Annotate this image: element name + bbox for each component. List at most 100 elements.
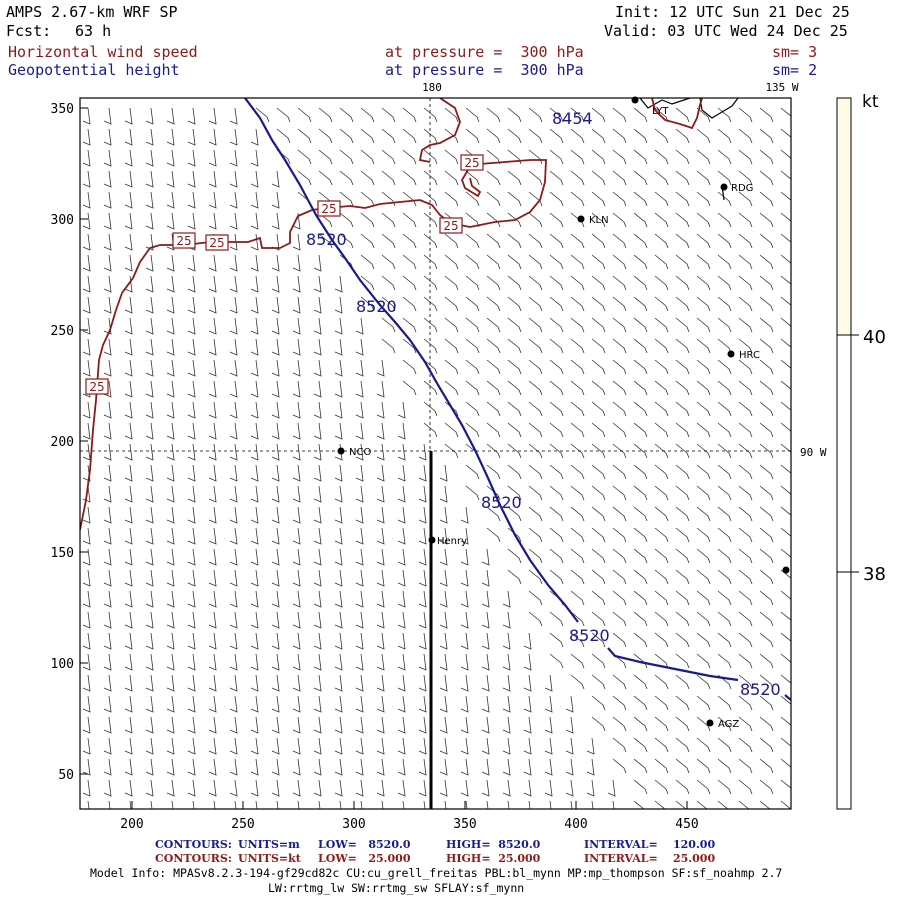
wind-barb-icon: [528, 443, 543, 459]
wind-barb-icon: [481, 632, 490, 650]
wind-barb-icon: [166, 107, 175, 125]
wind-barb-icon: [103, 149, 112, 167]
y-tick-label: 200: [51, 435, 74, 450]
wind-barb-icon: [208, 485, 217, 503]
wind-barb-icon: [612, 317, 627, 333]
wind-barb-icon: [376, 653, 385, 671]
wind-barb-icon: [717, 422, 732, 438]
wind-barb-icon: [439, 611, 448, 629]
wind-barb-icon: [549, 191, 564, 207]
wind-barb-icon: [318, 128, 333, 144]
wind-barb-icon: [780, 338, 791, 348]
wind-barb-icon: [696, 716, 711, 732]
wind-barb-icon: [612, 695, 627, 711]
wind-barb-icon: [229, 254, 238, 272]
wind-barb-icon: [313, 548, 322, 566]
wind-barb-icon: [229, 170, 238, 188]
station-henry: Henry: [428, 536, 467, 547]
wind-barb-icon: [696, 695, 711, 711]
lon-label-180: 180: [422, 81, 442, 94]
wind-barb-icon: [549, 800, 552, 809]
wind-barb-icon: [229, 611, 238, 629]
wind-barb-icon: [759, 317, 774, 333]
wind-barb-icon: [675, 800, 687, 809]
wind-barb-icon: [675, 380, 690, 396]
footer-low-2: LOW= 25.000: [318, 852, 411, 865]
wind-barb-icon: [570, 296, 585, 312]
wind-barb-icon: [103, 128, 112, 146]
wind-barb-icon: [633, 191, 648, 207]
wind-barb-icon: [292, 422, 301, 440]
wind-barb-icon: [738, 758, 753, 774]
wind-barb-icon: [103, 695, 112, 713]
wind-barb-icon: [591, 800, 594, 809]
wind-barb-icon: [397, 422, 406, 440]
wind-barb-icon: [759, 443, 774, 459]
wind-barb-icon: [570, 674, 585, 690]
colorbar-label: 38: [863, 564, 886, 585]
wind-barb-icon: [187, 611, 196, 629]
wind-barb-icon: [124, 464, 133, 482]
wind-barb-icon: [292, 443, 301, 461]
wind-barb-icon: [528, 170, 543, 186]
wind-barb-icon: [633, 506, 648, 522]
wind-barb-icon: [675, 443, 690, 459]
wind-barb-icon: [549, 275, 564, 291]
wind-barb-icon: [124, 737, 133, 755]
wind-barb-icon: [528, 254, 543, 270]
wind-barb-icon: [591, 653, 606, 669]
wind-barb-icon: [549, 212, 564, 228]
wind-barb-icon: [759, 422, 774, 438]
wind-barb-icon: [313, 443, 322, 461]
wind-barb-icon: [292, 695, 301, 713]
wind-barb-icon: [486, 485, 501, 501]
wind-barb-icon: [528, 464, 543, 480]
wind-barb-icon: [355, 401, 364, 419]
wind-barb-icon: [229, 758, 238, 776]
footer-low-1: LOW= 8520.0: [318, 838, 411, 851]
wind-barb-icon: [675, 317, 690, 333]
wind-barb-icon: [208, 107, 217, 125]
wind-barb-icon: [103, 275, 112, 293]
wind-barb-icon: [612, 443, 627, 459]
wind-barb-icon: [654, 212, 669, 228]
station-marker-icon: [428, 536, 436, 544]
wind-barb-icon: [271, 317, 280, 335]
wind-barb-icon: [439, 716, 448, 734]
wind-barb-icon: [103, 653, 112, 671]
wind-barb-icon: [297, 128, 312, 144]
wind-barb-icon: [103, 527, 112, 545]
wind-barb-icon: [103, 737, 112, 755]
wind-barb-icon: [166, 128, 175, 146]
wind-barb-icon: [124, 317, 133, 335]
wind-barb-icon: [360, 149, 375, 165]
wind-barb-icon: [103, 338, 112, 356]
wind-barb-icon: [103, 548, 112, 566]
wind-barb-icon: [271, 779, 280, 797]
wind-barb-icon: [250, 317, 259, 335]
wind-barb-icon: [103, 212, 112, 230]
field1-level: at pressure = 300 hPa: [385, 43, 584, 61]
wind-barb-icon: [507, 380, 522, 396]
wind-barb-icon: [124, 401, 133, 419]
wind-barb-icon: [544, 758, 553, 776]
wind-barb-icon: [187, 254, 196, 272]
wind-barb-icon: [717, 632, 732, 648]
wind-barb-icon: [208, 527, 217, 545]
wind-barb-icon: [570, 338, 585, 354]
wind-contour-label-box: 25: [172, 232, 196, 249]
wind-barb-icon: [465, 422, 480, 438]
wind-barb-icon: [166, 611, 175, 629]
wind-barb-icon: [633, 317, 648, 333]
wind-barb-icon: [360, 275, 375, 291]
wind-barb-icon: [229, 485, 238, 503]
wind-barb-icon: [780, 359, 791, 369]
wind-barb-icon: [675, 275, 690, 291]
wind-barb-icon: [439, 527, 448, 545]
wind-barb-icon: [502, 674, 511, 692]
wind-barb-icon: [738, 422, 753, 438]
wind-contour-label: 25: [321, 202, 336, 216]
wind-barb-icon: [229, 632, 238, 650]
wind-barb-icon: [250, 716, 259, 734]
wind-barb-icon: [292, 632, 301, 650]
